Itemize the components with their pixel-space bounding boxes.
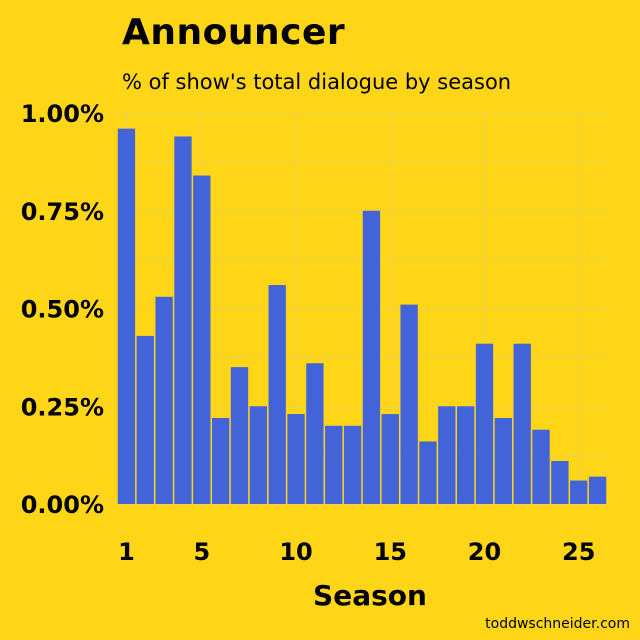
x-tick-label: 20 (468, 538, 501, 566)
bar-season-26 (588, 476, 607, 504)
bar-season-7 (230, 367, 249, 504)
bar-season-13 (343, 425, 362, 504)
x-tick-label: 10 (279, 538, 312, 566)
bar-season-14 (362, 210, 381, 504)
bar-season-12 (325, 425, 343, 504)
bar-season-4 (174, 136, 192, 504)
y-tick-label: 0.25% (21, 393, 104, 421)
bar-season-16 (400, 304, 418, 504)
bar-season-18 (438, 406, 456, 504)
x-tick-label: 1 (118, 538, 135, 566)
bar-season-20 (475, 343, 494, 504)
bar-season-21 (494, 417, 513, 504)
bar-season-24 (551, 460, 569, 504)
bar-season-8 (249, 406, 268, 504)
bar-season-1 (117, 128, 136, 504)
bar-season-5 (193, 175, 211, 504)
x-tick-labels: 1 5 10 15 20 25 (118, 538, 595, 566)
x-axis-label: Season (313, 579, 427, 612)
bar-season-25 (570, 480, 588, 504)
bar-season-3 (155, 296, 173, 504)
bar-season-15 (381, 414, 399, 504)
bar-season-9 (268, 285, 286, 504)
bar-season-22 (513, 343, 531, 504)
bar-season-2 (136, 335, 154, 504)
y-tick-label: 0.50% (21, 296, 104, 324)
bars (117, 128, 607, 504)
chart-subtitle: % of show's total dialogue by season (122, 70, 512, 94)
bar-season-23 (532, 429, 550, 504)
bar-season-6 (211, 417, 230, 504)
y-tick-labels: 0.00% 0.25% 0.50% 0.75% 1.00% (21, 100, 104, 519)
chart-title: Announcer (122, 12, 346, 53)
y-tick-label: 1.00% (21, 100, 104, 128)
x-tick-label: 5 (193, 538, 210, 566)
credit-text: toddwschneider.com (485, 616, 630, 632)
bar-season-19 (456, 406, 475, 504)
bar-season-17 (419, 441, 437, 504)
bar-season-11 (306, 363, 324, 504)
x-tick-label: 25 (562, 538, 595, 566)
bar-season-10 (287, 414, 305, 504)
y-tick-label: 0.00% (21, 491, 104, 519)
x-tick-label: 15 (374, 538, 407, 566)
y-tick-label: 0.75% (21, 198, 104, 226)
